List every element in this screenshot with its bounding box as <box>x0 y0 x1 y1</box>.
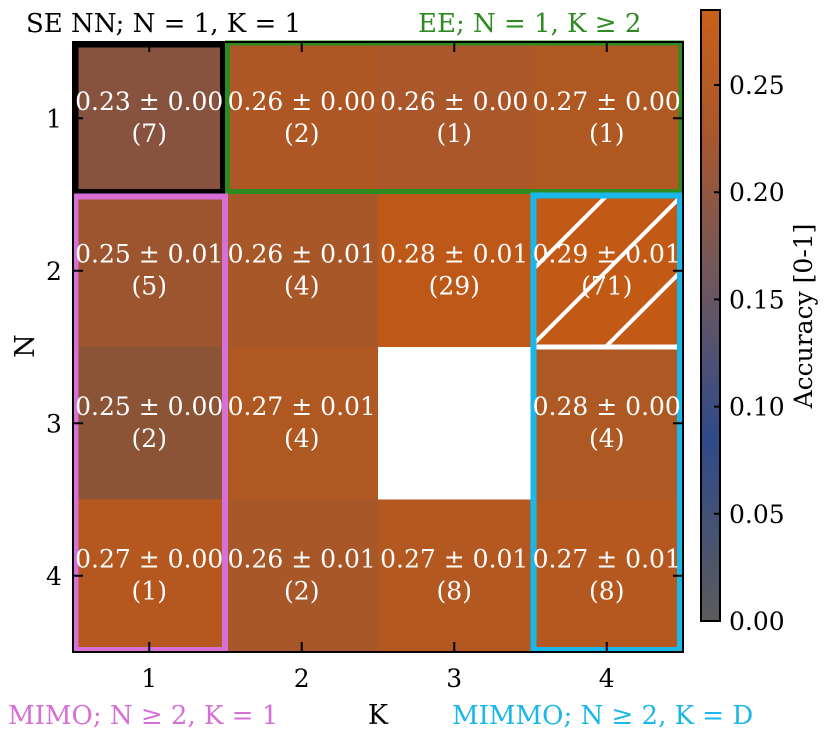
colorbar-tick-label: 0.05 <box>729 500 785 529</box>
heatmap-cell-n4-k2 <box>225 499 378 652</box>
colorbar-title: Accuracy [0-1] <box>789 224 818 410</box>
region-label-mimmo: MIMMO; N ≥ 2, K = D <box>452 701 753 731</box>
cell-value-label: 0.26 ± 0.01 <box>228 240 376 269</box>
y-tick-label: 1 <box>46 104 62 133</box>
cell-count-label: (71) <box>581 272 632 301</box>
cell-value-label: 0.26 ± 0.00 <box>380 87 528 116</box>
x-tick-label: 2 <box>294 664 310 693</box>
cell-value-label: 0.27 ± 0.00 <box>75 545 223 574</box>
y-tick-label: 3 <box>46 409 62 438</box>
cell-count-label: (4) <box>284 424 319 453</box>
y-tick-label: 4 <box>46 562 62 591</box>
colorbar <box>700 9 721 622</box>
colorbar-tick-label: 0.20 <box>729 178 785 207</box>
heatmap-cell-n4-k4 <box>530 499 683 652</box>
heatmap-cell-n3-k2 <box>225 347 378 500</box>
heatmap-cell-n1-k4 <box>530 42 683 195</box>
hatch-line <box>530 194 683 347</box>
x-axis-title: K <box>368 700 389 731</box>
region-label-ee: EE; N = 1, K ≥ 2 <box>418 9 641 39</box>
cell-count-label: (1) <box>437 119 472 148</box>
cell-value-label: 0.27 ± 0.01 <box>380 545 528 574</box>
heatmap-cell-n4-k1 <box>73 499 226 652</box>
heatmap-cell-n2-k3 <box>378 194 531 347</box>
heatmap-cell-n4-k3 <box>378 499 531 652</box>
cell-count-label: (2) <box>284 577 319 606</box>
cell-value-label: 0.26 ± 0.01 <box>228 545 376 574</box>
cell-count-label: (2) <box>132 424 167 453</box>
y-tick-label: 2 <box>46 257 62 286</box>
cell-count-label: (1) <box>132 577 167 606</box>
heatmap-cell-n1-k1 <box>73 42 226 195</box>
heatmap-cell-n1-k2 <box>225 42 378 195</box>
heatmap-cell-n2-k2 <box>225 194 378 347</box>
region-label-se-nn: SE NN; N = 1, K = 1 <box>26 9 301 39</box>
cell-count-label: (8) <box>437 577 472 606</box>
heatmap-cells <box>73 42 683 652</box>
cell-value-label: 0.23 ± 0.00 <box>75 87 223 116</box>
cell-value-label: 0.27 ± 0.00 <box>533 87 681 116</box>
cell-value-label: 0.28 ± 0.01 <box>380 240 528 269</box>
heatmap-cell-n3-k1 <box>73 347 226 500</box>
cell-labels: 0.23 ± 0.00 (7) 0.26 ± 0.00 (2) 0.26 ± 0.00 (… <box>75 87 681 606</box>
x-tick-label: 3 <box>446 664 462 693</box>
cell-count-label: (5) <box>132 272 167 301</box>
cell-value-label: 0.26 ± 0.00 <box>228 87 376 116</box>
cell-value-label: 0.29 ± 0.01 <box>533 240 681 269</box>
x-tick-label: 1 <box>141 664 157 693</box>
cell-value-label: 0.27 ± 0.01 <box>533 545 681 574</box>
colorbar-tick-label: 0.10 <box>729 393 785 422</box>
plot-frame <box>72 41 684 653</box>
axes: 1 2 3 4 1 2 3 4 <box>46 41 684 693</box>
cell-count-label: (4) <box>589 424 624 453</box>
heatmap-cell-n1-k3 <box>378 42 531 195</box>
cell-count-label: (29) <box>429 272 480 301</box>
cell-value-label: 0.28 ± 0.00 <box>533 392 681 421</box>
colorbar-tick-label: 0.25 <box>729 71 785 100</box>
heatmap-cell-empty <box>378 347 531 500</box>
y-axis-title: N <box>10 334 41 358</box>
cell-count-label: (4) <box>284 272 319 301</box>
cell-count-label: (2) <box>284 119 319 148</box>
colorbar-ticks: 0.00 0.05 0.10 0.15 0.20 0.25 <box>714 71 785 636</box>
cell-value-label: 0.27 ± 0.01 <box>228 392 376 421</box>
cell-count-label: (1) <box>589 119 624 148</box>
heatmap-cell-n3-k4 <box>530 347 683 500</box>
x-tick-label: 4 <box>599 664 615 693</box>
region-label-mimo: MIMO; N ≥ 2, K = 1 <box>8 701 278 731</box>
cell-value-label: 0.25 ± 0.00 <box>75 392 223 421</box>
colorbar-tick-label: 0.15 <box>729 285 785 314</box>
cell-value-label: 0.25 ± 0.01 <box>75 240 223 269</box>
cell-count-label: (7) <box>132 119 167 148</box>
cell-count-label: (8) <box>589 577 624 606</box>
heatmap-cell-n2-k1 <box>73 194 226 347</box>
colorbar-tick-label: 0.00 <box>729 607 785 636</box>
